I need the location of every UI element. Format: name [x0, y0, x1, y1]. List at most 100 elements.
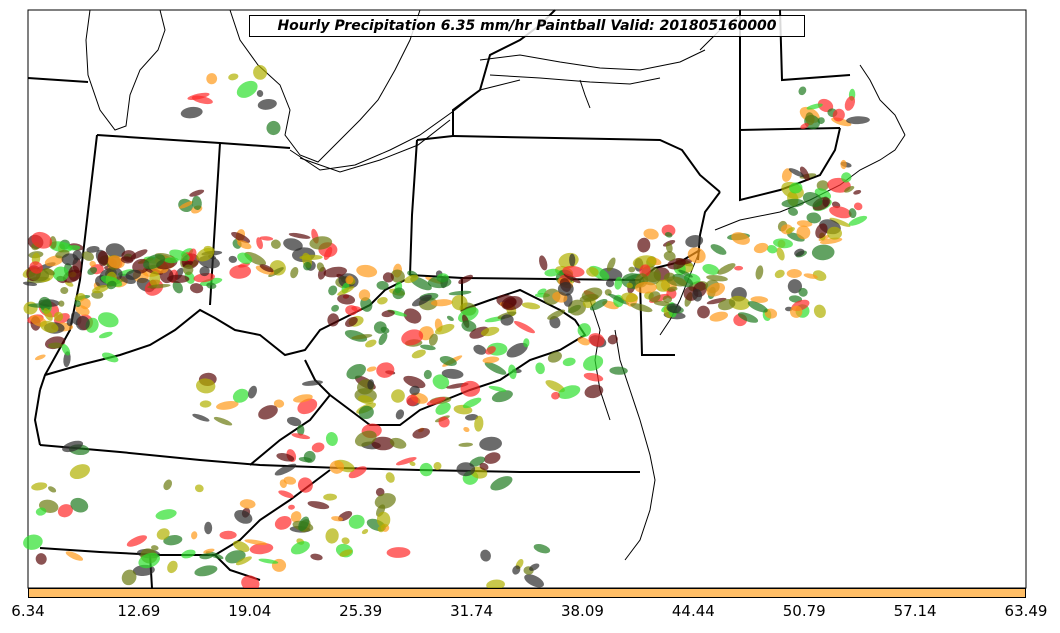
precipitation-blob	[191, 195, 202, 210]
precipitation-blob	[512, 565, 521, 575]
precipitation-blob	[172, 281, 183, 294]
precipitation-blob	[219, 530, 237, 540]
precipitation-blob	[816, 180, 829, 191]
precipitation-blob	[523, 338, 530, 348]
precipitation-blob	[357, 395, 374, 405]
precipitation-blob	[192, 413, 210, 422]
precipitation-blob	[199, 553, 213, 560]
precipitation-blob	[143, 254, 166, 270]
precipitation-blob	[68, 265, 80, 282]
precipitation-blob	[474, 415, 484, 432]
precipitation-blob	[203, 548, 215, 554]
precipitation-blob	[232, 388, 249, 403]
precipitation-blob	[844, 185, 855, 193]
precipitation-blob	[664, 232, 673, 238]
precipitation-blob	[846, 116, 870, 125]
precipitation-blob	[236, 80, 258, 98]
precipitation-blob	[583, 372, 604, 382]
precipitation-blob	[385, 472, 395, 483]
precipitation-blob	[430, 299, 453, 307]
precipitation-blob	[253, 65, 268, 80]
precipitation-blob	[630, 303, 653, 313]
precipitation-blob	[666, 303, 682, 314]
precipitation-blob	[380, 326, 390, 334]
precipitation-blob	[789, 182, 803, 194]
precipitation-blob	[827, 226, 842, 240]
precipitation-blob	[718, 298, 736, 311]
precipitation-blob	[500, 314, 514, 326]
precipitation-blob	[193, 272, 215, 283]
precipitation-blob	[361, 529, 369, 535]
precipitation-blob	[764, 308, 778, 319]
precipitation-blob	[608, 293, 630, 305]
precipitation-blob	[52, 266, 69, 282]
precipitation-blob	[666, 276, 687, 287]
precipitation-blob	[206, 282, 217, 289]
precipitation-blob	[479, 462, 489, 471]
precipitation-blob	[423, 369, 432, 380]
precipitation-blob	[288, 232, 311, 239]
precipitation-blob	[435, 323, 455, 335]
colorbar-tick-label: 12.69	[117, 602, 161, 620]
precipitation-blob	[485, 346, 496, 355]
precipitation-blob	[521, 302, 541, 310]
precipitation-blob	[182, 264, 194, 275]
precipitation-blob	[663, 251, 676, 262]
precipitation-blob	[190, 283, 204, 294]
precipitation-blob	[395, 409, 405, 420]
precipitation-blob	[577, 323, 592, 338]
precipitation-blob	[341, 537, 350, 545]
precipitation-blob	[279, 479, 287, 489]
colorbar-tick-label: 19.04	[228, 602, 272, 620]
precipitation-blob	[237, 240, 252, 250]
precipitation-blob	[484, 362, 507, 375]
precipitation-blob	[747, 301, 768, 313]
precipitation-blob	[276, 453, 295, 462]
precipitation-blob	[298, 456, 313, 463]
precipitation-blob	[259, 236, 274, 241]
precipitation-blob	[403, 375, 426, 389]
precipitation-blob	[65, 551, 84, 561]
precipitation-blob	[107, 255, 125, 269]
precipitation-blob	[53, 311, 64, 322]
precipitation-blob	[29, 261, 43, 274]
precipitation-blob	[427, 276, 452, 289]
precipitation-blob	[392, 287, 405, 300]
precipitation-blob	[199, 400, 212, 408]
precipitation-blob	[433, 462, 442, 470]
precipitation-blob	[589, 298, 608, 311]
precipitation-blob	[458, 274, 473, 284]
precipitation-blob	[194, 484, 204, 493]
precipitation-blob	[786, 269, 802, 278]
precipitation-blob	[62, 440, 84, 453]
precipitation-blob	[805, 112, 815, 126]
precipitation-blob	[382, 272, 394, 283]
precipitation-blob	[753, 242, 769, 254]
precipitation-blob	[213, 416, 233, 426]
precipitation-blob	[395, 457, 417, 466]
precipitation-blob	[798, 287, 808, 297]
precipitation-blob	[829, 206, 852, 219]
precipitation-blob	[273, 399, 285, 408]
precipitation-blob	[513, 320, 536, 334]
precipitation-blob	[327, 313, 340, 327]
precipitation-blob	[79, 298, 91, 310]
precipitation-blob	[316, 262, 325, 272]
precipitation-blob	[788, 207, 798, 216]
precipitation-blob	[331, 304, 340, 312]
precipitation-blob	[428, 333, 438, 346]
precipitation-blob	[346, 363, 366, 380]
precipitation-blob	[653, 300, 670, 306]
precipitation-blob	[378, 332, 388, 346]
precipitation-blob	[48, 486, 57, 493]
colorbar	[28, 588, 1026, 598]
precipitation-blob	[848, 215, 868, 226]
precipitation-blob	[462, 397, 482, 409]
precipitation-blob	[614, 276, 623, 290]
precipitation-blob	[390, 269, 405, 283]
precipitation-blob	[196, 378, 216, 394]
precipitation-blob	[685, 234, 704, 248]
precipitation-blob	[163, 479, 173, 491]
precipitation-blob	[101, 352, 119, 363]
